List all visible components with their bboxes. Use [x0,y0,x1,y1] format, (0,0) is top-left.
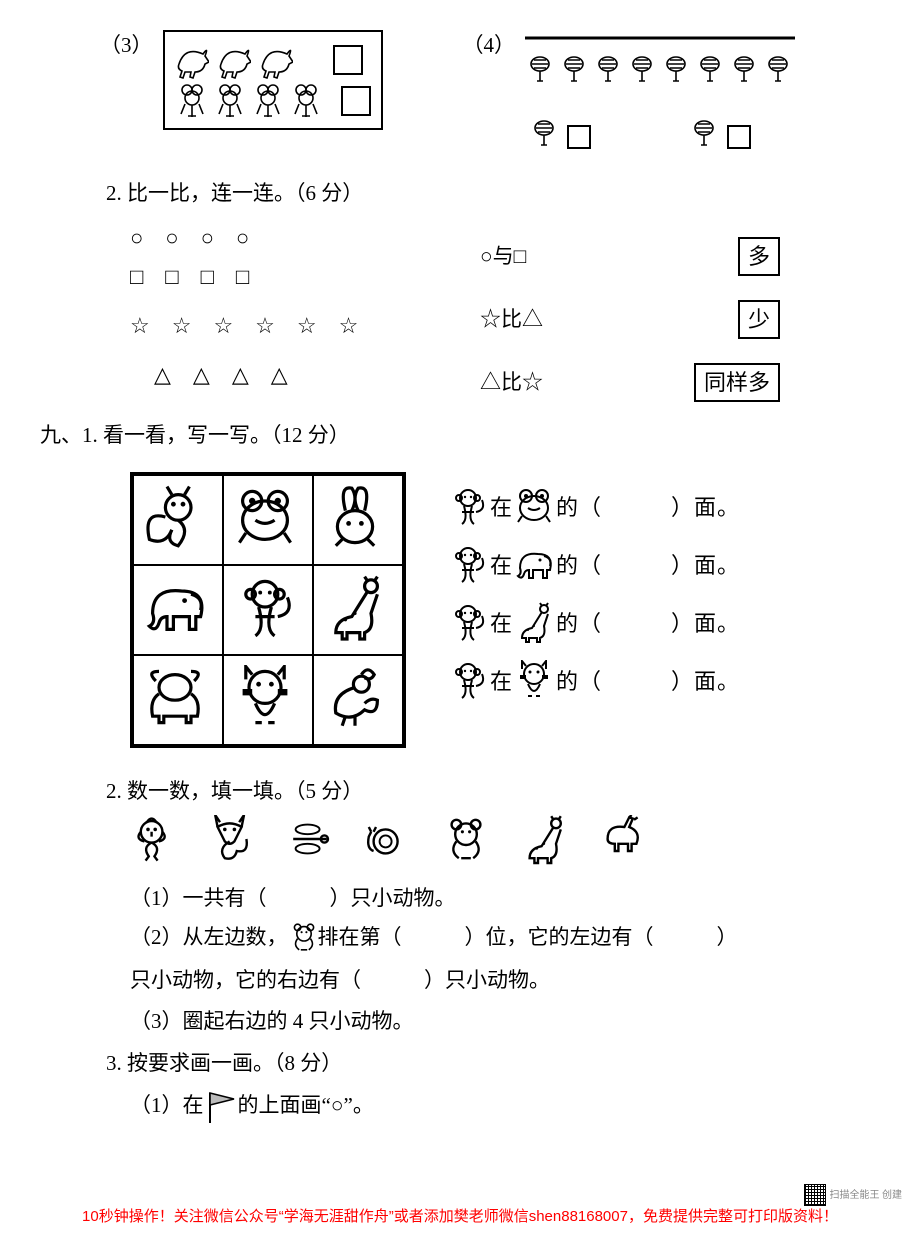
q11-sub1a: （1）在 [130,1090,204,1122]
monkey-icon [448,486,488,530]
monkey-icon [448,660,488,704]
elephant-icon [143,575,213,645]
q11-title: 3. 按要求画一画。（8 分） [100,1048,820,1080]
lantern-icon [691,114,717,160]
text: 在 [490,549,512,582]
comp-right-box: 多 [738,237,780,276]
mouse-icon [175,82,205,120]
q4-block: （4） [463,30,796,160]
cat-icon [514,660,554,704]
tri-row: △ △ △ △ [100,358,420,391]
mouse-icon [289,82,319,120]
giraffe-icon [323,575,393,645]
lantern-icon [661,48,691,98]
scan-text: 扫描全能王 创建 [830,1188,903,1203]
animal-grid [130,472,406,748]
answer-box[interactable] [567,125,591,149]
lantern-icon [531,114,557,160]
text: 在 [490,665,512,698]
text: 的（ ）面。 [556,491,740,524]
frog-icon [233,485,303,555]
q9-line: 在 的（ ）面。 [446,544,740,588]
fox-icon [208,815,262,869]
monkey-icon [448,544,488,588]
q3-label: （3） [100,30,153,62]
q9-title: 九、1. 看一看，写一写。（12 分） [40,420,820,452]
comp-right-box: 同样多 [694,363,780,402]
comp-right-box: 少 [738,300,780,339]
rooster-icon [323,665,393,735]
ox-icon [143,665,213,735]
comp-left: △比☆ [480,367,543,399]
text: 的（ ）面。 [556,665,740,698]
q4-label: （4） [463,30,516,62]
frog-icon [514,486,554,530]
flag-icon [204,1089,238,1123]
animal-row [100,815,820,869]
mouse-icon [213,82,243,120]
lantern-icon [627,48,657,98]
comp-left: ○与□ [480,241,526,273]
comp-left: ☆比△ [480,304,543,336]
q10-title: 2. 数一数，填一填。（5 分） [100,776,820,808]
monkey-icon [233,575,303,645]
text: 的（ ）面。 [556,549,740,582]
q10-sub3: （3）圈起右边的 4 只小动物。 [100,1006,820,1038]
bear-icon [442,815,496,869]
footer-text: 10秒钟操作！关注微信公众号“学海无涯甜作舟”或者添加樊老师微信shen8816… [0,1206,920,1229]
giraffe-icon [520,815,574,869]
giraffe-icon [514,602,554,646]
square-row: □ □ □ □ [100,260,420,293]
lantern-icon [729,48,759,98]
deer-icon [598,815,652,869]
monkey-icon [448,602,488,646]
lantern-icon [593,48,623,98]
q10-sub2a: （2）从左边数， [130,922,288,954]
goat-icon [259,40,293,80]
elephant-icon [514,544,554,588]
qr-icon [804,1184,826,1206]
squirrel-icon [143,485,213,555]
q11-sub1b: 的上面画“○”。 [238,1090,374,1122]
q3-box [163,30,383,130]
q2-title: 2. 比一比，连一连。（6 分） [100,178,820,210]
circle-row: ○ ○ ○ ○ [100,221,420,254]
scan-tag: 扫描全能王 创建 [804,1184,903,1206]
dragonfly-icon [286,815,340,869]
lantern-icon [763,48,793,98]
lantern-icon [695,48,725,98]
answer-box[interactable] [727,125,751,149]
answer-box[interactable] [333,45,363,75]
snail-icon [364,815,418,869]
lantern-icon [559,48,589,98]
cat-icon [233,665,303,735]
q10-sub2b: 排在第（ ）位，它的左边有（ ） [318,922,738,954]
text: 在 [490,491,512,524]
q10-sub2c: 只小动物，它的右边有（ ）只小动物。 [100,965,820,997]
q9-line: 在 的（ ）面。 [446,660,740,704]
bear-icon [288,921,318,955]
goat-icon [217,40,251,80]
mouse-icon [251,82,281,120]
rabbit-icon [323,485,393,555]
star-row: ☆ ☆ ☆ ☆ ☆ ☆ [100,309,420,342]
q10-sub1: （1）一共有（ ）只小动物。 [100,883,820,915]
text: 在 [490,607,512,640]
bird-icon [130,815,184,869]
answer-box[interactable] [341,86,371,116]
goat-icon [175,40,209,80]
q9-line: 在 的（ ）面。 [446,486,740,530]
lantern-icon [525,48,555,98]
text: 的（ ）面。 [556,607,740,640]
q9-line: 在 的（ ）面。 [446,602,740,646]
